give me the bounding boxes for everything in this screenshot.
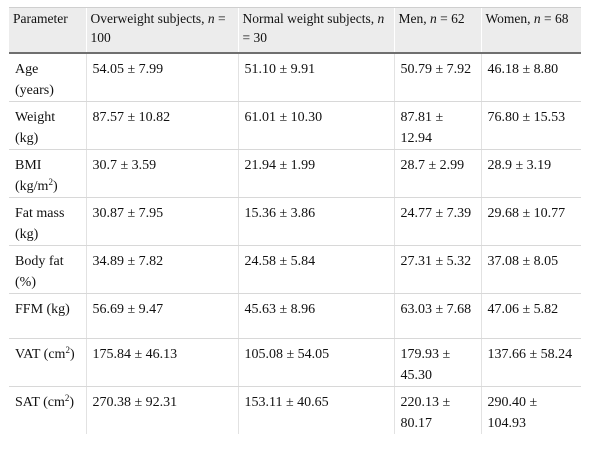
cell-normal-weight: 24.58 ± 5.84 — [237, 245, 394, 294]
table-row: Age (years) 54.05 ± 7.99 51.10 ± 9.91 50… — [9, 53, 581, 102]
cell-overweight: 56.69 ± 9.47 — [85, 293, 238, 339]
superscript: 2 — [48, 177, 53, 187]
cell-men: 179.93 ± 45.30 — [393, 338, 481, 387]
table-row: Fat mass (kg) 30.87 ± 7.95 15.36 ± 3.86 … — [9, 197, 581, 246]
header-parameter: Parameter — [9, 7, 86, 54]
cell-overweight: 34.89 ± 7.82 — [85, 245, 238, 294]
cell-parameter: FFM (kg) — [9, 293, 86, 339]
table-body: Age (years) 54.05 ± 7.99 51.10 ± 9.91 50… — [9, 53, 581, 434]
cell-normal-weight: 105.08 ± 54.05 — [237, 338, 394, 387]
table-row: VAT (cm2) 175.84 ± 46.13 105.08 ± 54.05 … — [9, 338, 581, 387]
cell-parameter: Body fat (%) — [9, 245, 86, 294]
cell-overweight: 175.84 ± 46.13 — [85, 338, 238, 387]
cell-parameter: Weight (kg) — [9, 101, 86, 150]
cell-parameter: Fat mass (kg) — [9, 197, 86, 246]
cell-normal-weight: 61.01 ± 10.30 — [237, 101, 394, 150]
cell-parameter: BMI (kg/m2) — [9, 149, 86, 198]
table-row: SAT (cm2) 270.38 ± 92.31 153.11 ± 40.65 … — [9, 386, 581, 434]
cell-men: 24.77 ± 7.39 — [393, 197, 481, 246]
header-row: Parameter Overweight subjects, n = 100 N… — [9, 7, 581, 54]
cell-men: 87.81 ± 12.94 — [393, 101, 481, 150]
header-men: Men, n = 62 — [393, 7, 481, 54]
cell-normal-weight: 51.10 ± 9.91 — [237, 53, 394, 102]
table-header: Parameter Overweight subjects, n = 100 N… — [9, 7, 581, 54]
table-row: FFM (kg) 56.69 ± 9.47 45.63 ± 8.96 63.03… — [9, 293, 581, 339]
header-normal-weight: Normal weight subjects, n = 30 — [237, 7, 394, 54]
cell-women: 37.08 ± 8.05 — [480, 245, 581, 294]
data-table: Parameter Overweight subjects, n = 100 N… — [9, 7, 581, 434]
cell-normal-weight: 153.11 ± 40.65 — [237, 386, 394, 434]
cell-men: 27.31 ± 5.32 — [393, 245, 481, 294]
cell-women: 137.66 ± 58.24 — [480, 338, 581, 387]
cell-women: 29.68 ± 10.77 — [480, 197, 581, 246]
table-row: Body fat (%) 34.89 ± 7.82 24.58 ± 5.84 2… — [9, 245, 581, 294]
cell-normal-weight: 45.63 ± 8.96 — [237, 293, 394, 339]
cell-normal-weight: 15.36 ± 3.86 — [237, 197, 394, 246]
cell-women: 28.9 ± 3.19 — [480, 149, 581, 198]
cell-overweight: 30.7 ± 3.59 — [85, 149, 238, 198]
cell-women: 47.06 ± 5.82 — [480, 293, 581, 339]
cell-men: 28.7 ± 2.99 — [393, 149, 481, 198]
cell-parameter: VAT (cm2) — [9, 338, 86, 387]
cell-parameter: SAT (cm2) — [15, 393, 75, 411]
header-women: Women, n = 68 — [480, 7, 581, 54]
cell-normal-weight: 21.94 ± 1.99 — [237, 149, 394, 198]
cell-overweight: 30.87 ± 7.95 — [85, 197, 238, 246]
cell-women: 76.80 ± 15.53 — [480, 101, 581, 150]
cell-women: 46.18 ± 8.80 — [480, 53, 581, 102]
cell-overweight: 54.05 ± 7.99 — [85, 53, 238, 102]
cell-women: 290.40 ± 104.93 — [480, 386, 581, 434]
superscript: 2 — [65, 345, 70, 355]
cell-parameter: Age (years) — [9, 53, 86, 102]
table-row: Weight (kg) 87.57 ± 10.82 61.01 ± 10.30 … — [9, 101, 581, 150]
superscript: 2 — [64, 393, 70, 403]
cell-overweight: 270.38 ± 92.31 — [85, 386, 238, 434]
cell-men: 220.13 ± 80.17 — [393, 386, 481, 434]
header-overweight: Overweight subjects, n = 100 — [85, 7, 238, 54]
cell-men: 63.03 ± 7.68 — [393, 293, 481, 339]
cell-overweight: 87.57 ± 10.82 — [85, 101, 238, 150]
table-row: BMI (kg/m2) 30.7 ± 3.59 21.94 ± 1.99 28.… — [9, 149, 581, 198]
cell-men: 50.79 ± 7.92 — [393, 53, 481, 102]
